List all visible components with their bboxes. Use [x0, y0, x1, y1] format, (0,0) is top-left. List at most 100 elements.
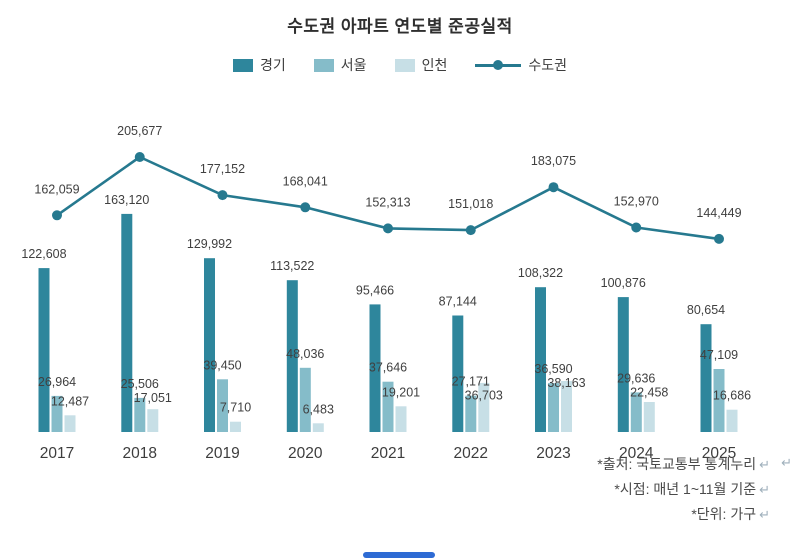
legend-swatch-gyeonggi-icon — [233, 58, 254, 72]
footnotes: *출처: 국토교통부 통계누리 ↵ *시점: 매년 1~11월 기준 ↵ *단위: … — [597, 452, 770, 527]
bar-seoul-2018 — [134, 397, 146, 432]
bar-gyeonggi-2024 — [617, 297, 629, 432]
x-axis-label-2025: 2025 — [702, 445, 736, 462]
value-label-sudogwon-2018: 205,677 — [117, 124, 162, 138]
bar-incheon-2019 — [230, 421, 241, 432]
value-label-seoul-2023: 36,590 — [534, 362, 572, 376]
value-label-incheon-2022: 36,703 — [465, 389, 503, 403]
line-marker-sudogwon-2025 — [714, 233, 724, 244]
value-label-incheon-2024: 22,458 — [630, 385, 668, 399]
value-label-seoul-2019: 39,450 — [203, 358, 241, 372]
bar-incheon-2018 — [147, 409, 159, 432]
bar-incheon-2020 — [312, 423, 324, 432]
bar-seoul-2019 — [217, 379, 228, 432]
legend-swatch-seoul-icon — [313, 58, 334, 72]
footnote-source: *출처: 국토교통부 통계누리 ↵ — [597, 452, 770, 477]
footnote-unit: *단위: 가구 ↵ — [597, 502, 770, 527]
legend-label-sudogwon: 수도권 — [528, 57, 567, 73]
line-marker-sudogwon-2020 — [300, 202, 311, 213]
x-axis-label-2024: 2024 — [619, 445, 654, 462]
bar-gyeonggi-2019 — [204, 258, 215, 432]
paragraph-mark: ↵ — [759, 482, 770, 497]
value-label-gyeonggi-2019: 129,992 — [187, 237, 232, 251]
paragraph-mark: ↵ — [759, 507, 770, 522]
line-marker-sudogwon-2023 — [548, 182, 559, 193]
value-label-incheon-2021: 19,201 — [382, 385, 420, 399]
value-label-gyeonggi-2020: 113,522 — [270, 259, 314, 273]
legend-swatch-sudogwon-dot-icon — [493, 60, 504, 70]
line-marker-sudogwon-2019 — [217, 190, 228, 201]
x-axis-label-2019: 2019 — [205, 445, 239, 462]
bar-incheon-2021 — [395, 406, 407, 432]
value-label-seoul-2025: 47,109 — [700, 348, 738, 362]
paragraph-mark: ↵ — [781, 455, 792, 470]
bar-incheon-2024 — [643, 402, 655, 432]
bar-seoul-2022 — [465, 395, 477, 432]
value-label-sudogwon-2021: 152,313 — [365, 195, 410, 209]
value-label-sudogwon-2017: 162,059 — [34, 182, 79, 196]
x-axis-label-2017: 2017 — [40, 445, 74, 462]
legend-swatch-sudogwon-line-icon — [475, 60, 522, 70]
legend-item-gyeonggi: 경기 — [233, 55, 286, 75]
bar-seoul-2020 — [299, 367, 311, 432]
legend: 경기 서울 인천 수도권 — [0, 55, 800, 75]
value-label-sudogwon-2024: 152,970 — [614, 195, 659, 209]
value-label-sudogwon-2020: 168,041 — [283, 174, 328, 188]
bar-gyeonggi-2018 — [121, 213, 133, 432]
bar-seoul-2017 — [51, 395, 63, 432]
footnote-unit-text: *단위: 가구 — [691, 506, 757, 522]
line-marker-sudogwon-2018 — [134, 152, 145, 162]
value-label-seoul-2018: 25,506 — [121, 377, 159, 391]
line-marker-sudogwon-2022 — [465, 225, 476, 236]
legend-label-gyeonggi: 경기 — [260, 57, 286, 73]
footnote-period: *시점: 매년 1~11월 기준 ↵ — [597, 477, 770, 502]
bar-seoul-2024 — [630, 392, 642, 432]
bar-gyeonggi-2020 — [286, 280, 298, 432]
paragraph-mark: ↵ — [759, 457, 770, 472]
x-axis-label-2023: 2023 — [536, 445, 570, 462]
value-label-sudogwon-2025: 144,449 — [696, 206, 741, 220]
line-marker-sudogwon-2017 — [52, 210, 62, 221]
value-label-seoul-2024: 29,636 — [617, 371, 655, 385]
value-label-sudogwon-2019: 177,152 — [200, 162, 245, 176]
value-label-gyeonggi-2017: 122,608 — [21, 247, 66, 261]
x-axis-label-2018: 2018 — [123, 445, 157, 462]
legend-item-seoul: 서울 — [313, 55, 367, 75]
chart-title: 수도권 아파트 연도별 준공실적 — [287, 17, 513, 36]
x-axis-label-2021: 2021 — [371, 445, 405, 462]
bar-seoul-2025 — [713, 369, 725, 432]
value-label-gyeonggi-2025: 80,654 — [687, 303, 725, 317]
bar-seoul-2021 — [382, 381, 394, 432]
value-label-incheon-2017: 12,487 — [51, 394, 89, 408]
x-axis-label-2022: 2022 — [454, 445, 488, 462]
legend-swatch-incheon-icon — [394, 58, 415, 72]
value-label-incheon-2019: 7,710 — [220, 401, 251, 415]
value-label-gyeonggi-2024: 100,876 — [601, 276, 646, 290]
bar-gyeonggi-2022 — [452, 315, 464, 432]
value-label-incheon-2025: 16,686 — [713, 389, 751, 403]
bar-incheon-2025 — [726, 409, 738, 432]
value-label-incheon-2018: 17,051 — [134, 391, 172, 405]
legend-item-sudogwon: 수도권 — [475, 55, 567, 75]
bar-incheon-2017 — [64, 415, 76, 432]
bar-gyeonggi-2017 — [38, 268, 50, 432]
value-label-incheon-2023: 38,163 — [547, 376, 585, 390]
value-label-seoul-2020: 48,036 — [286, 347, 324, 361]
bar-incheon-2023 — [561, 381, 572, 432]
bar-gyeonggi-2023 — [535, 287, 546, 432]
bar-gyeonggi-2021 — [369, 304, 381, 432]
footnote-source-text: *출처: 국토교통부 통계누리 — [597, 456, 757, 472]
bar-gyeonggi-2025 — [700, 324, 712, 432]
value-label-sudogwon-2023: 183,075 — [531, 154, 576, 168]
footnote-period-text: *시점: 매년 1~11월 기준 — [614, 481, 757, 497]
value-label-seoul-2017: 26,964 — [38, 375, 76, 389]
bar-seoul-2023 — [548, 383, 559, 432]
value-label-seoul-2021: 37,646 — [369, 361, 407, 375]
value-label-gyeonggi-2018: 163,120 — [104, 193, 149, 207]
value-label-incheon-2020: 6,483 — [303, 402, 334, 416]
line-marker-sudogwon-2021 — [383, 223, 393, 234]
bar-incheon-2022 — [478, 382, 490, 432]
value-label-gyeonggi-2021: 95,466 — [356, 283, 394, 297]
